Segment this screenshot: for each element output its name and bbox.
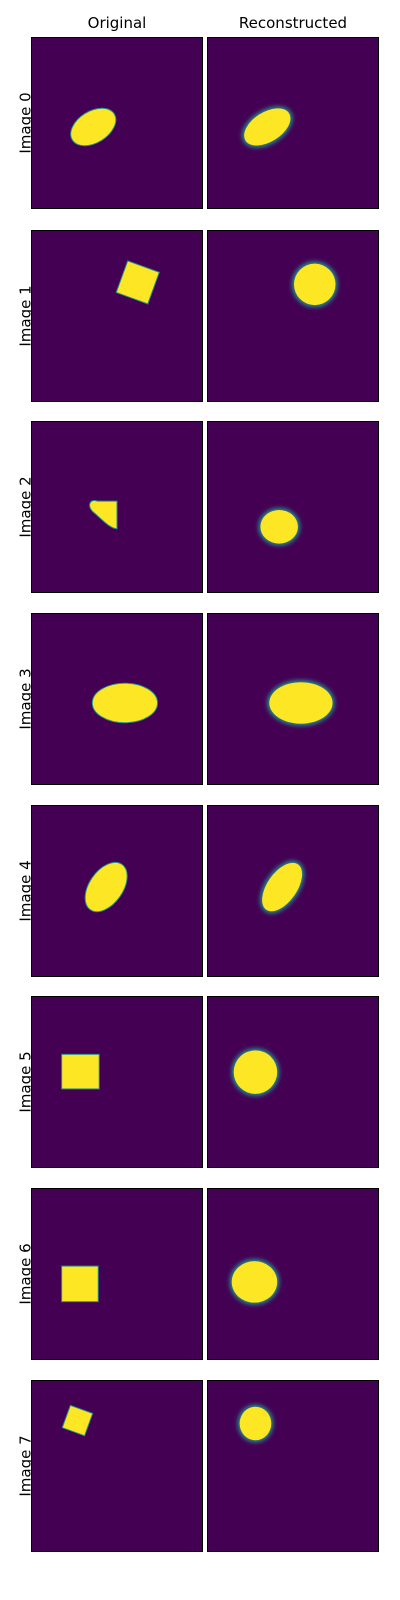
blurred-blob-icon [258, 507, 300, 546]
column-title-original: Original [87, 14, 147, 32]
original-panel-3 [31, 613, 203, 785]
original-panel-1 [31, 230, 203, 402]
column-title-reconstructed: Reconstructed [238, 14, 348, 32]
blurred-ellipse-icon [242, 106, 293, 148]
rotated-square-icon [115, 260, 160, 305]
reconstructed-panel-5 [207, 996, 379, 1168]
original-panel-4 [31, 805, 203, 977]
reconstructed-panel-2 [207, 421, 379, 593]
reconstructed-panel-1 [207, 230, 379, 402]
reconstructed-panel-7 [207, 1380, 379, 1552]
square-icon [61, 1265, 99, 1303]
original-panel-2 [31, 421, 203, 593]
reconstructed-panel-3 [207, 613, 379, 785]
blurred-ellipse-icon [260, 860, 305, 914]
blurred-blob-icon [229, 1259, 280, 1305]
original-panel-6 [31, 1188, 203, 1360]
blurred-blob-icon [231, 1048, 280, 1096]
rotated-square-icon [61, 1404, 94, 1437]
blurred-blob-icon [237, 1404, 274, 1443]
original-panel-5 [31, 996, 203, 1168]
ellipse-icon [91, 682, 159, 724]
reconstructed-panel-6 [207, 1188, 379, 1360]
square-icon [61, 1053, 100, 1090]
blurred-blob-icon [292, 261, 338, 308]
heart-icon [89, 499, 118, 530]
original-panel-0 [31, 37, 203, 209]
reconstructed-panel-0 [207, 37, 379, 209]
ellipse-icon [84, 861, 128, 913]
ellipse-icon [70, 107, 117, 147]
original-panel-7 [31, 1380, 203, 1552]
reconstructed-panel-4 [207, 805, 379, 977]
blurred-ellipse-icon [267, 680, 335, 726]
